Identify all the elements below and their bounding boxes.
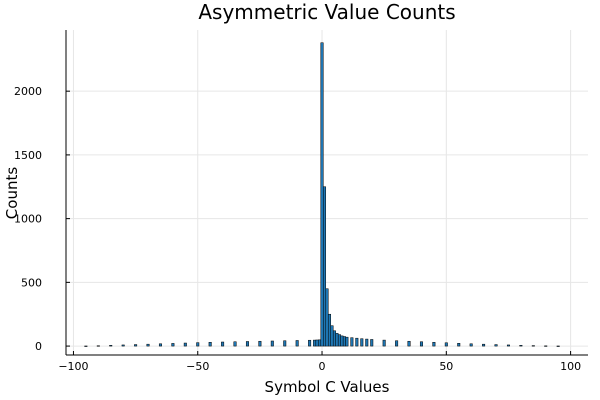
bar: [233, 341, 237, 347]
bar: [330, 325, 334, 347]
bar: [345, 336, 349, 347]
x-tick-label: 0: [319, 360, 326, 373]
bar: [469, 343, 473, 347]
bar: [320, 42, 324, 347]
bar: [340, 335, 344, 347]
bar: [295, 340, 299, 347]
bar: [519, 345, 523, 347]
bar: [382, 339, 386, 347]
bar: [283, 340, 287, 347]
bar: [506, 344, 510, 347]
bar: [109, 345, 113, 347]
bar: [308, 339, 312, 347]
bar: [245, 341, 249, 347]
y-tick-label: 2000: [14, 85, 42, 98]
bar: [365, 338, 369, 347]
y-tick-label: 0: [35, 340, 42, 353]
bar: [482, 343, 486, 347]
bar: [335, 333, 339, 347]
y-tick-label: 1000: [14, 213, 42, 226]
bar: [432, 342, 436, 347]
bar: [360, 338, 364, 347]
axes: [65, 30, 588, 356]
x-axis-title: Symbol C Values: [265, 378, 390, 396]
y-tick-label: 500: [21, 276, 42, 289]
bar: [270, 340, 274, 347]
bar: [325, 288, 329, 347]
bar: [258, 340, 262, 347]
bar: [337, 334, 341, 347]
bar: [342, 336, 346, 347]
x-tick-label: −100: [58, 360, 88, 373]
bar: [318, 339, 322, 347]
bar: [315, 339, 319, 347]
bar: [444, 342, 448, 347]
x-tick-label: −50: [186, 360, 209, 373]
bar: [221, 341, 225, 347]
y-axis-title: Counts: [3, 167, 21, 220]
bar: [208, 342, 212, 347]
bar: [84, 345, 88, 347]
bar: [395, 340, 399, 347]
bar: [457, 343, 461, 347]
bar: [327, 313, 331, 347]
bar: [355, 337, 359, 347]
x-tick-label: 100: [560, 360, 581, 373]
bar: [146, 343, 150, 347]
bar: [350, 337, 354, 347]
bar: [171, 343, 175, 347]
bar: [544, 345, 548, 347]
bar: [407, 340, 411, 347]
bar: [96, 345, 100, 347]
x-tick-label: 50: [439, 360, 453, 373]
bar: [332, 330, 336, 347]
bar: [323, 186, 327, 347]
bar: [494, 344, 498, 347]
bar: [370, 339, 374, 347]
chart-title: Asymmetric Value Counts: [198, 0, 455, 24]
bar: [419, 341, 423, 347]
bar: [134, 344, 138, 347]
bar: [121, 344, 125, 347]
bar: [313, 339, 317, 347]
bars: [84, 42, 560, 347]
bar: [183, 342, 187, 347]
bar: [158, 343, 162, 347]
bar: [531, 345, 535, 347]
bar: [556, 345, 560, 347]
bar: [196, 342, 200, 347]
y-tick-label: 1500: [14, 149, 42, 162]
